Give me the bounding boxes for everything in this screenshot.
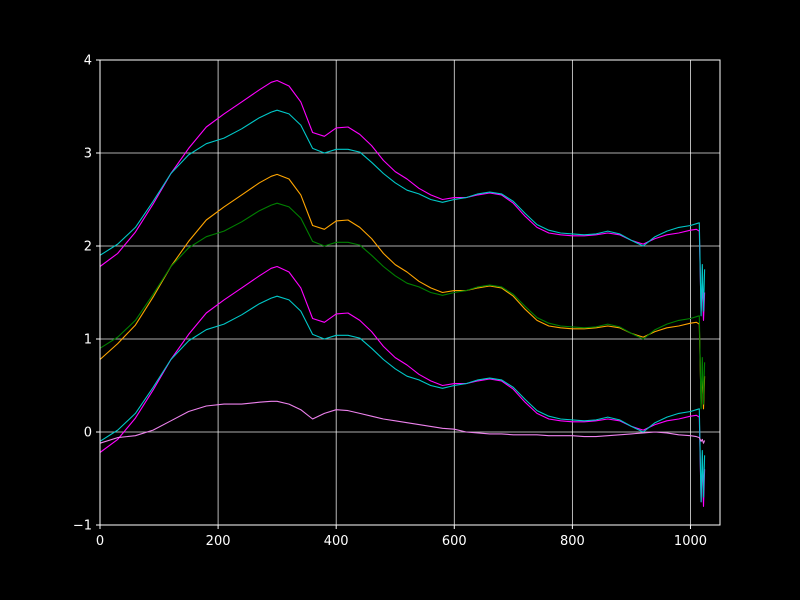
series-line-1 bbox=[99, 79, 706, 321]
series-line-7 bbox=[99, 400, 706, 444]
x-tick-label: 600 bbox=[442, 534, 467, 549]
y-tick-label: 1 bbox=[84, 333, 92, 348]
y-tick-label: −1 bbox=[73, 519, 92, 534]
series-lines bbox=[99, 79, 706, 507]
y-tick-label: 3 bbox=[84, 147, 92, 162]
plot-frame bbox=[99, 59, 721, 526]
y-tick-label: 2 bbox=[84, 240, 92, 255]
x-tick-label: 0 bbox=[96, 534, 104, 549]
series-line-4 bbox=[99, 202, 706, 410]
series-line-5 bbox=[99, 265, 706, 507]
axis-ticks: 0 200 400 600 800 1000 −1 0 1 2 3 4 bbox=[73, 54, 707, 550]
x-tick-label: 200 bbox=[206, 534, 231, 549]
series-line-3 bbox=[99, 173, 706, 410]
x-tick-label: 400 bbox=[324, 534, 349, 549]
y-tick-label: 4 bbox=[84, 54, 92, 69]
y-tick-label: 0 bbox=[84, 426, 92, 441]
x-tick-label: 1000 bbox=[674, 534, 707, 549]
x-tick-label: 800 bbox=[560, 534, 585, 549]
series-line-2 bbox=[99, 109, 706, 317]
series-line-6 bbox=[99, 295, 706, 503]
